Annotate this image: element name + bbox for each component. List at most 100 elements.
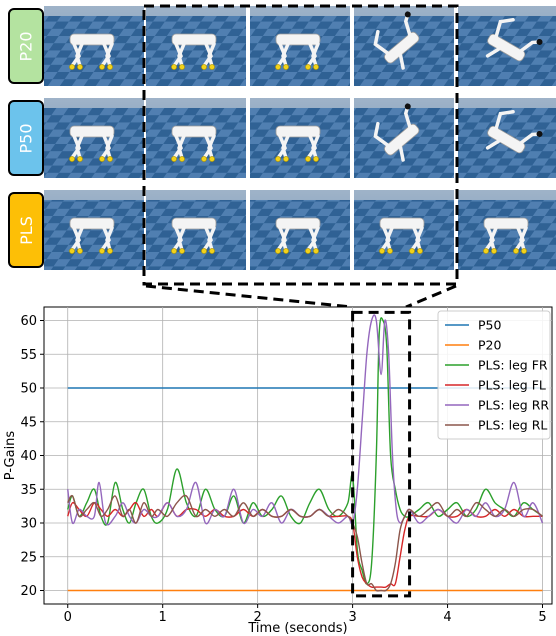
robot-leg [202, 134, 213, 160]
sim-frame [354, 190, 454, 270]
foot-contact-marker [305, 64, 311, 70]
frame-floor [458, 200, 556, 270]
robot-leg [281, 134, 290, 160]
robot-leg [281, 42, 290, 68]
foot-contact-marker [409, 248, 415, 254]
y-axis-label: P-Gains [3, 431, 18, 481]
robot-leg [306, 42, 317, 68]
chart-highlight-box [351, 310, 412, 598]
foot-contact-marker [417, 248, 423, 254]
row-label-p50: P50 [8, 100, 44, 176]
x-tick-label: 4 [443, 610, 451, 625]
robot-leg [489, 226, 498, 252]
foot-contact-marker [201, 156, 207, 162]
y-tick-label: 25 [20, 550, 37, 565]
legend: P50 P20 PLS: leg FR PLS: leg FL PLS: leg RR P… [437, 310, 551, 440]
foot-contact-marker [107, 156, 113, 162]
legend-frame [437, 310, 551, 440]
foot-contact-marker [69, 64, 75, 70]
robot-leg [281, 226, 290, 252]
legend-entry: PLS: leg FR [478, 358, 548, 373]
robot-leg [202, 42, 213, 68]
foot-contact-marker [313, 248, 319, 254]
robot-leg [276, 134, 287, 160]
legend-entry: PLS: leg FL [478, 378, 546, 393]
sim-frame [458, 190, 556, 270]
frame-floor [146, 16, 246, 86]
robot-glyph [69, 217, 115, 254]
robot-glyph [379, 217, 425, 254]
robot-leg [207, 134, 216, 160]
foot-contact-marker [201, 64, 207, 70]
robot-leg [373, 121, 391, 148]
foot-contact-marker [275, 64, 281, 70]
series-line-pls-leg-rl [67, 494, 543, 592]
robot-leg [70, 42, 81, 68]
sim-frame [354, 98, 454, 178]
robot-glyph [373, 11, 420, 70]
y-tick-label: 55 [20, 348, 37, 363]
legend-entry: PLS: leg RR [478, 398, 549, 413]
robot-leg [311, 42, 320, 68]
robot-leg [276, 226, 287, 252]
robot-body [487, 33, 526, 62]
robot-leg [177, 134, 186, 160]
robot-glyph [171, 217, 217, 254]
robot-leg [484, 226, 495, 252]
robot-glyph [483, 217, 529, 254]
legend-entry: PLS: leg RL [478, 418, 547, 433]
robot-body [379, 217, 425, 230]
foot-contact-marker [305, 156, 311, 162]
legend-entry: P50 [478, 318, 501, 333]
row-label-text: P20 [16, 30, 36, 62]
y-tick-label: 45 [20, 415, 37, 430]
foot-contact-marker [513, 248, 519, 254]
robot-leg [385, 226, 394, 252]
robot-leg [306, 134, 317, 160]
foot-contact-marker [313, 156, 319, 162]
robot-leg [207, 226, 216, 252]
sim-frame [146, 6, 246, 86]
foot-contact-marker [275, 156, 281, 162]
foot-contact-marker [171, 248, 177, 254]
foot-contact-marker [77, 156, 83, 162]
foot-contact-marker [483, 248, 489, 254]
robot-leg [70, 226, 81, 252]
robot-leg [373, 29, 391, 56]
robot-leg [172, 42, 183, 68]
y-tick-label: 60 [20, 314, 37, 329]
foot-contact-marker [171, 156, 177, 162]
robot-leg [100, 42, 111, 68]
sim-frame [44, 6, 144, 86]
foot-contact-marker [99, 248, 105, 254]
y-axis-ticks: 20 25 30 35 40 45 50 55 60 [20, 314, 44, 599]
x-tick-label: 5 [538, 610, 546, 625]
robot-glyph [171, 125, 217, 162]
robot-glyph [373, 103, 420, 162]
zoom-connector-right [405, 284, 457, 309]
robot-leg [100, 134, 111, 160]
robot-fallen [485, 110, 543, 154]
foot-contact-marker [69, 156, 75, 162]
robot-fallen [485, 18, 543, 62]
y-tick-label: 30 [20, 517, 37, 532]
robot-leg [202, 226, 213, 252]
robot-leg [494, 18, 515, 40]
frame-floor [250, 16, 350, 86]
robot-leg [172, 226, 183, 252]
foot-contact-marker [275, 248, 281, 254]
foot-contact-marker [69, 248, 75, 254]
robot-leg [410, 226, 421, 252]
foot-contact-marker [313, 64, 319, 70]
frame-highlight-overlay [142, 4, 459, 309]
robot-body [171, 33, 217, 46]
sim-frame [146, 98, 246, 178]
robot-leg [311, 134, 320, 160]
x-axis-label: Time (seconds) [247, 621, 347, 636]
robot-leg [105, 226, 114, 252]
robot-body [275, 217, 321, 230]
sim-frame [44, 190, 144, 270]
frame-row-p50 [44, 98, 556, 178]
sim-frame [146, 190, 246, 270]
frame-highlight-box [142, 4, 459, 286]
